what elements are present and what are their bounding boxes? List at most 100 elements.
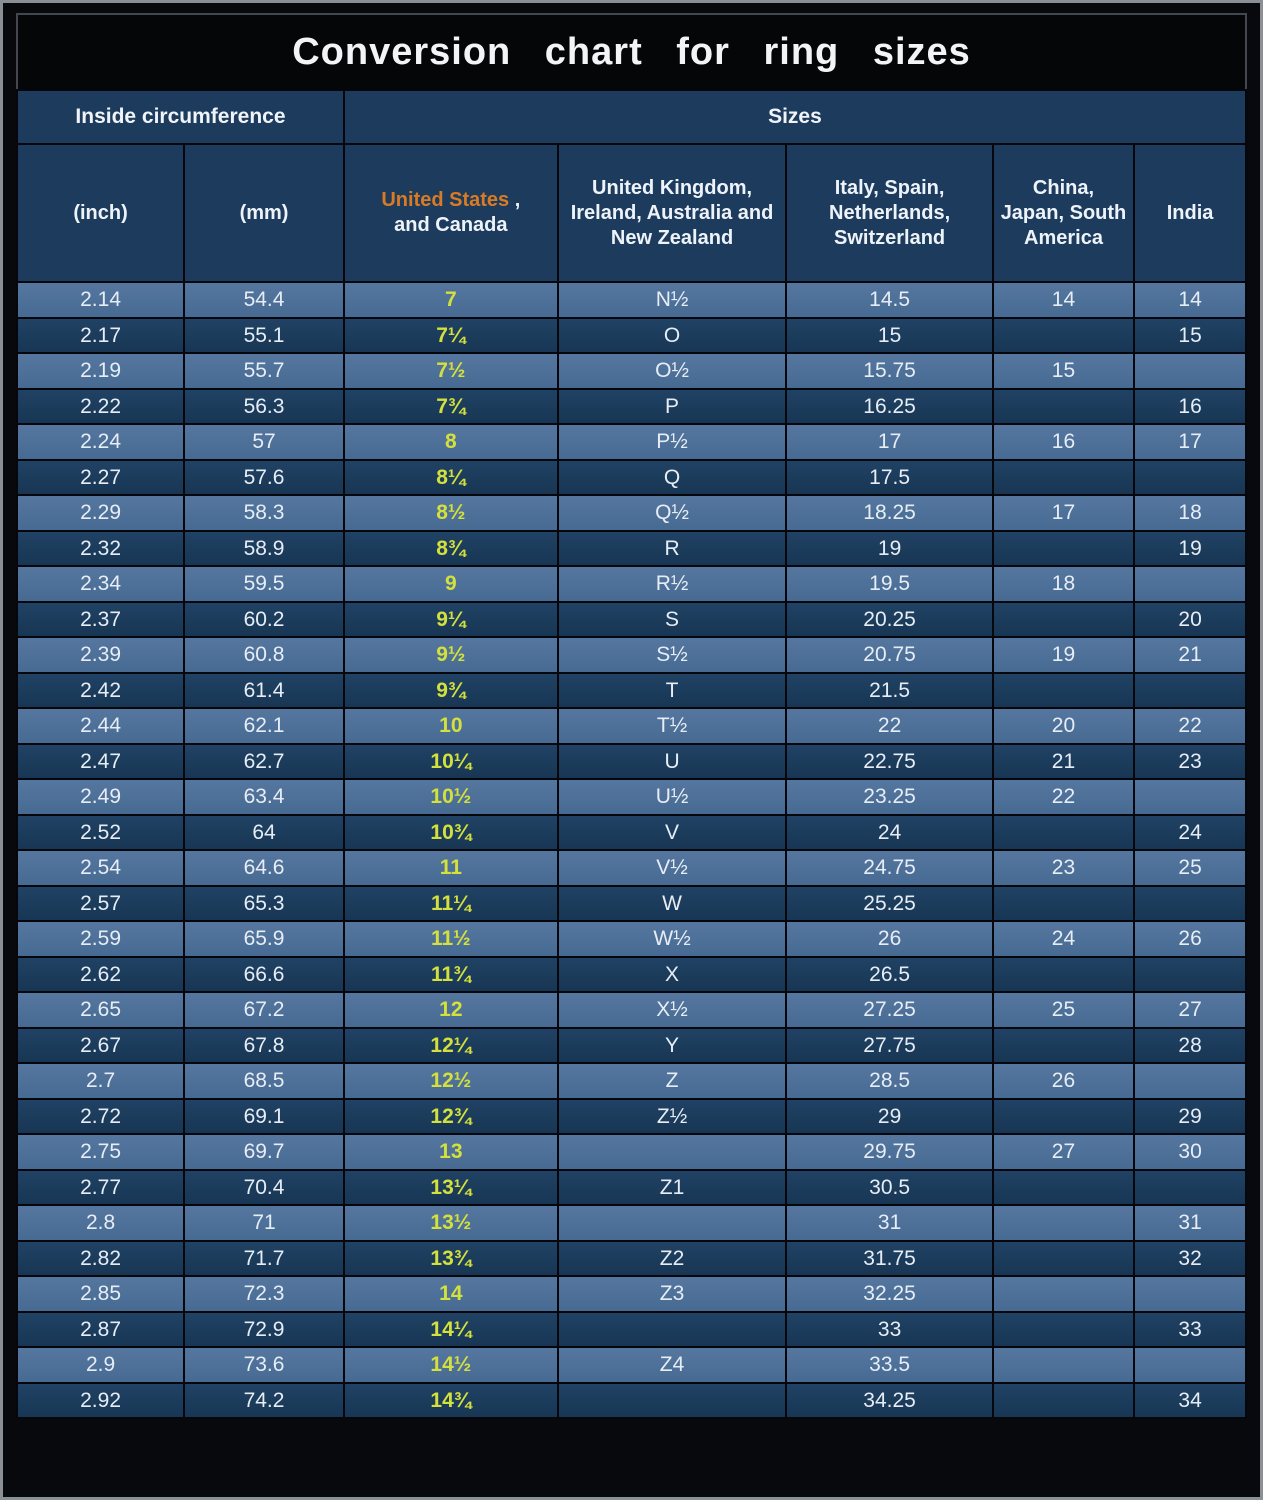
- cell-india: [1133, 671, 1247, 709]
- cell-india: 25: [1133, 849, 1247, 887]
- cell-india: 23: [1133, 742, 1247, 780]
- cell-inch: 2.44: [15, 707, 186, 745]
- cell-inch: 2.17: [15, 316, 186, 354]
- cell-inch: 2.34: [15, 565, 186, 603]
- cell-us: 14½: [342, 1346, 559, 1384]
- table-row: 2.67 67.8 12¼ Y 27.75 28: [15, 1026, 1247, 1064]
- cell-china: [991, 1239, 1136, 1277]
- cell-india: 33: [1133, 1310, 1247, 1348]
- cell-mm: 61.4: [183, 671, 345, 709]
- table-row: 2.75 69.7 13 29.75 27 30: [15, 1133, 1247, 1171]
- cell-inch: 2.19: [15, 352, 186, 390]
- cell-uk: [556, 1204, 788, 1242]
- cell-china: [991, 529, 1136, 567]
- cell-uk: P: [556, 387, 788, 425]
- cell-uk: Z2: [556, 1239, 788, 1277]
- cell-mm: 63.4: [183, 778, 345, 816]
- cell-india: [1133, 1275, 1247, 1313]
- cell-china: [991, 1310, 1136, 1348]
- cell-italy: 29: [785, 1097, 994, 1135]
- cell-inch: 2.8: [15, 1204, 186, 1242]
- cell-india: 29: [1133, 1097, 1247, 1135]
- cell-inch: 2.7: [15, 1062, 186, 1100]
- cell-italy: 19.5: [785, 565, 994, 603]
- table-row: 2.37 60.2 9¼ S 20.25 20: [15, 600, 1247, 638]
- cell-china: 26: [991, 1062, 1136, 1100]
- table-row: 2.8 71 13½ 31 31: [15, 1204, 1247, 1242]
- cell-us: 14¾: [342, 1381, 559, 1419]
- column-header-italy-spain-netherlands-switzerland: Italy, Spain, Netherlands, Switzerland: [785, 143, 994, 283]
- cell-mm: 58.9: [183, 529, 345, 567]
- cell-italy: 22: [785, 707, 994, 745]
- cell-inch: 2.29: [15, 494, 186, 532]
- cell-italy: 24: [785, 813, 994, 851]
- cell-inch: 2.47: [15, 742, 186, 780]
- cell-china: [991, 1275, 1136, 1313]
- cell-uk: V: [556, 813, 788, 851]
- cell-mm: 56.3: [183, 387, 345, 425]
- cell-uk: Z: [556, 1062, 788, 1100]
- cell-mm: 71.7: [183, 1239, 345, 1277]
- cell-us: 14: [342, 1275, 559, 1313]
- cell-us: 8: [342, 423, 559, 461]
- cell-us: 10½: [342, 778, 559, 816]
- cell-uk: R½: [556, 565, 788, 603]
- cell-china: [991, 884, 1136, 922]
- cell-india: 17: [1133, 423, 1247, 461]
- table-row: 2.44 62.1 10 T½ 22 20 22: [15, 707, 1247, 745]
- cell-uk: Q½: [556, 494, 788, 532]
- cell-uk: Y: [556, 1026, 788, 1064]
- cell-india: [1133, 1062, 1247, 1100]
- cell-inch: 2.75: [15, 1133, 186, 1171]
- cell-inch: 2.39: [15, 636, 186, 674]
- cell-india: [1133, 1346, 1247, 1384]
- cell-inch: 2.37: [15, 600, 186, 638]
- cell-italy: 29.75: [785, 1133, 994, 1171]
- cell-italy: 15: [785, 316, 994, 354]
- cell-inch: 2.42: [15, 671, 186, 709]
- cell-inch: 2.65: [15, 991, 186, 1029]
- cell-china: 21: [991, 742, 1136, 780]
- cell-china: [991, 1204, 1136, 1242]
- us-header-line2: and Canada: [394, 214, 508, 236]
- cell-china: [991, 1346, 1136, 1384]
- cell-italy: 15.75: [785, 352, 994, 390]
- cell-mm: 67.2: [183, 991, 345, 1029]
- cell-india: 28: [1133, 1026, 1247, 1064]
- cell-india: 30: [1133, 1133, 1247, 1171]
- cell-us: 7: [342, 281, 559, 319]
- cell-inch: 2.24: [15, 423, 186, 461]
- table-row: 2.52 64 10¾ V 24 24: [15, 813, 1247, 851]
- cell-china: [991, 1381, 1136, 1419]
- cell-mm: 74.2: [183, 1381, 345, 1419]
- cell-uk: U½: [556, 778, 788, 816]
- cell-us: 12: [342, 991, 559, 1029]
- cell-uk: S: [556, 600, 788, 638]
- table-row: 2.85 72.3 14 Z3 32.25: [15, 1275, 1247, 1313]
- cell-inch: 2.27: [15, 458, 186, 496]
- column-header-china-japan-south-america: China, Japan, South America: [991, 143, 1136, 283]
- cell-china: 19: [991, 636, 1136, 674]
- cell-india: [1133, 955, 1247, 993]
- column-header-row: (inch) (mm) United States , and Canada U…: [15, 143, 1247, 283]
- table-row: 2.9 73.6 14½ Z4 33.5: [15, 1346, 1247, 1384]
- cell-china: [991, 813, 1136, 851]
- cell-us: 8½: [342, 494, 559, 532]
- cell-us: 12½: [342, 1062, 559, 1100]
- cell-india: 15: [1133, 316, 1247, 354]
- cell-mm: 72.3: [183, 1275, 345, 1313]
- us-header-accent-text: United States: [381, 189, 510, 211]
- cell-us: 13¾: [342, 1239, 559, 1277]
- cell-china: 15: [991, 352, 1136, 390]
- cell-mm: 58.3: [183, 494, 345, 532]
- cell-uk: S½: [556, 636, 788, 674]
- table-row: 2.19 55.7 7½ O½ 15.75 15: [15, 352, 1247, 390]
- cell-mm: 64.6: [183, 849, 345, 887]
- cell-inch: 2.92: [15, 1381, 186, 1419]
- column-header-uk-ireland-australia-nz: United Kingdom, Ireland, Australia and N…: [556, 143, 788, 283]
- cell-mm: 55.1: [183, 316, 345, 354]
- cell-uk: X½: [556, 991, 788, 1029]
- table-row: 2.65 67.2 12 X½ 27.25 25 27: [15, 991, 1247, 1029]
- cell-mm: 65.3: [183, 884, 345, 922]
- cell-inch: 2.72: [15, 1097, 186, 1135]
